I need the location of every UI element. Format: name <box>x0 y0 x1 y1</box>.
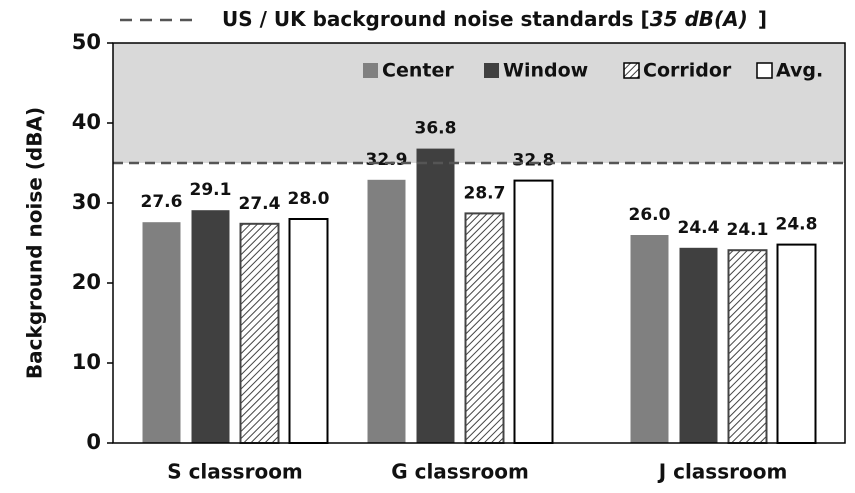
value-label: 27.4 <box>239 194 281 214</box>
value-label: 24.8 <box>776 215 818 235</box>
value-label: 24.1 <box>727 220 769 240</box>
bar <box>727 249 768 444</box>
value-label: 26.0 <box>629 205 671 225</box>
y-axis-label: Background noise (dBA) <box>23 107 47 379</box>
value-label: 32.9 <box>366 150 408 170</box>
legend-label: Avg. <box>776 60 823 82</box>
bar <box>191 210 230 443</box>
bar <box>239 222 280 444</box>
threshold-label-part: ] <box>758 7 767 31</box>
legend-label: Corridor <box>643 60 732 82</box>
bar <box>142 222 181 443</box>
y-tick-label: 20 <box>72 270 101 294</box>
y-tick-label: 50 <box>72 30 101 54</box>
x-tick-label: J classroom <box>657 460 788 484</box>
value-label: 29.1 <box>190 180 232 200</box>
bar <box>513 179 554 444</box>
bar <box>679 247 718 443</box>
threshold-region <box>113 43 845 163</box>
value-label: 36.8 <box>415 119 457 139</box>
y-tick-label: 30 <box>72 190 101 214</box>
legend-swatch <box>756 62 773 79</box>
plot-frame <box>112 42 846 444</box>
value-label: 28.7 <box>464 183 506 203</box>
threshold-label-part: 35 dB(A) <box>650 7 748 31</box>
bar <box>288 218 329 444</box>
legend-label: Center <box>382 60 454 82</box>
y-tick-label: 10 <box>72 350 101 374</box>
value-label: 28.0 <box>288 189 330 209</box>
value-label: 24.4 <box>678 218 720 238</box>
legend-swatch <box>484 63 499 78</box>
legend-swatch <box>363 63 378 78</box>
value-label: 27.6 <box>141 192 183 212</box>
bar <box>464 212 505 444</box>
bar <box>416 148 455 443</box>
threshold-label: US / UK background noise standards [35 d… <box>222 7 767 31</box>
y-tick-label: 40 <box>72 110 101 134</box>
bar <box>630 235 669 443</box>
value-label: 32.8 <box>513 151 555 171</box>
y-tick-label: 0 <box>86 430 101 454</box>
x-tick-label: G classroom <box>391 460 529 484</box>
legend-swatch <box>623 62 640 79</box>
legend-label: Window <box>503 60 588 82</box>
bar <box>776 243 817 444</box>
threshold-label-part: US / UK background noise standards [ <box>222 7 650 31</box>
x-tick-label: S classroom <box>167 460 303 484</box>
bar <box>367 179 406 444</box>
